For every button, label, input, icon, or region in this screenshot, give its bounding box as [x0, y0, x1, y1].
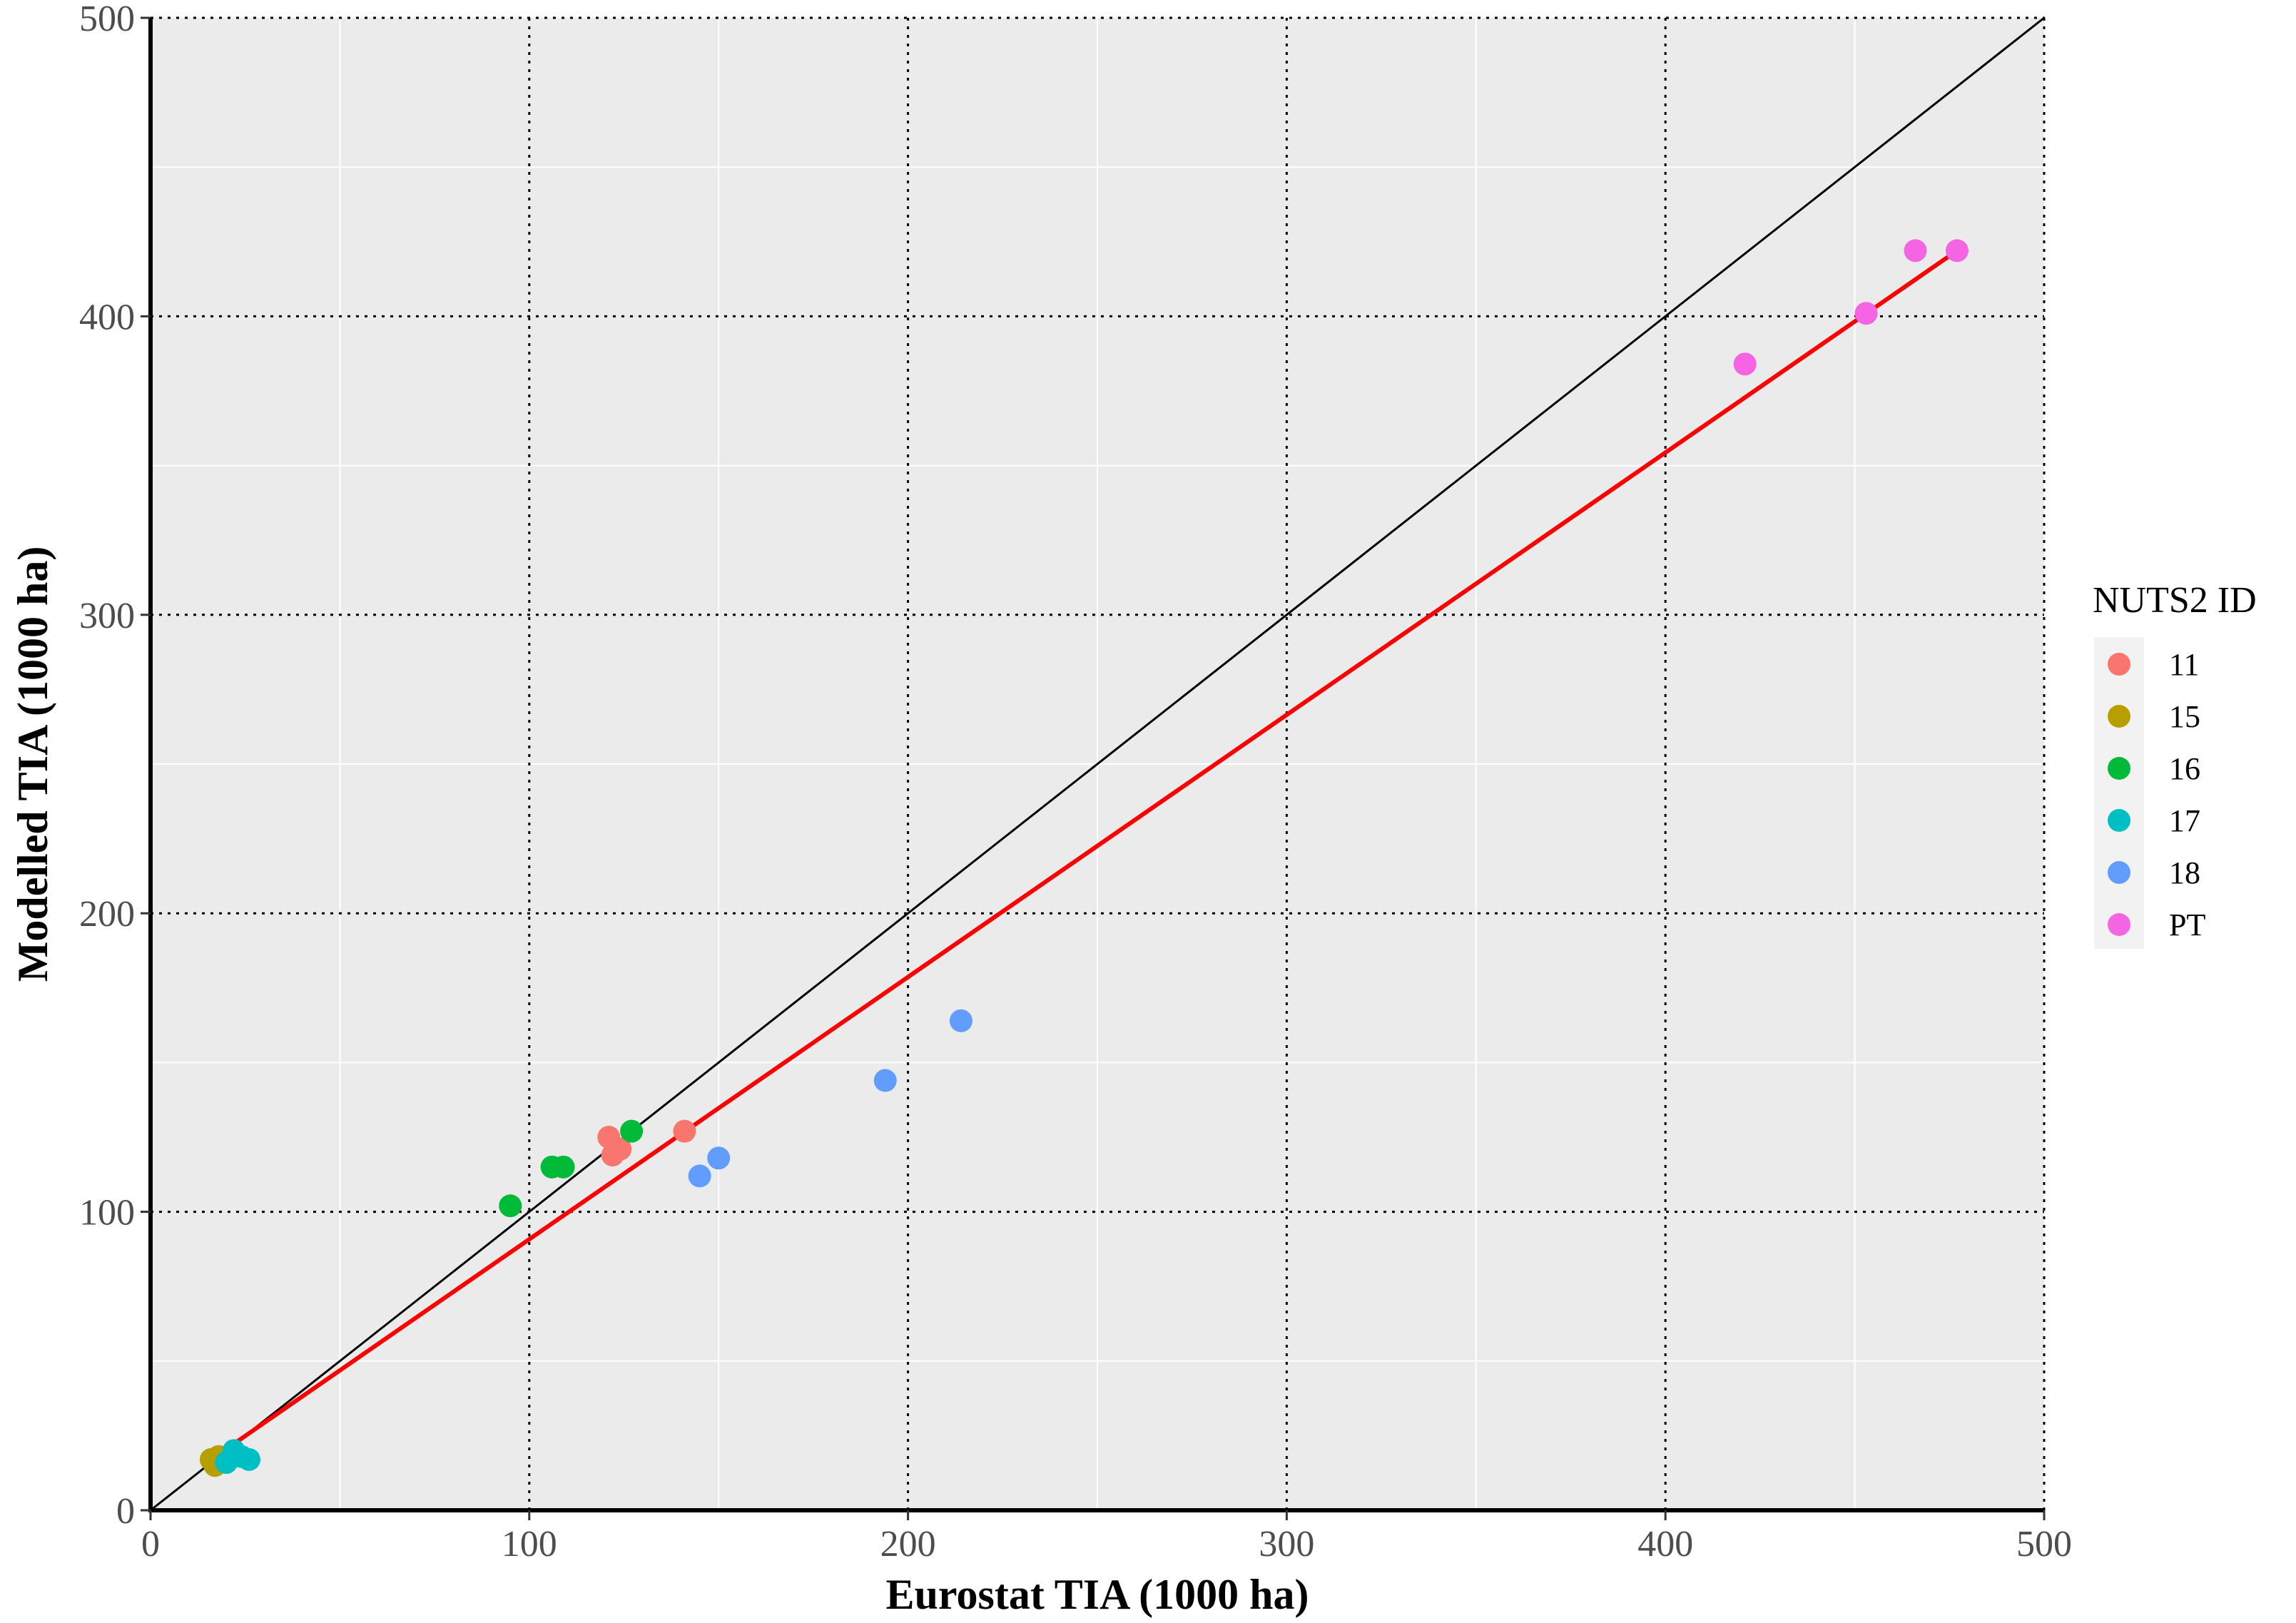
- legend-key-16: [2108, 757, 2130, 780]
- x-tick-label: 400: [1637, 1524, 1693, 1565]
- data-point-16: [499, 1194, 522, 1218]
- data-point-18: [707, 1146, 731, 1170]
- legend-label-18: 18: [2169, 855, 2200, 890]
- y-axis-title: Modelled TIA (1000 ha): [9, 546, 56, 982]
- y-tick-label: 0: [116, 1491, 135, 1532]
- data-point-pt: [1854, 302, 1878, 325]
- data-point-pt: [1904, 239, 1927, 263]
- data-point-16: [620, 1119, 644, 1143]
- legend-key-17: [2108, 809, 2130, 832]
- x-tick-label: 300: [1259, 1524, 1314, 1565]
- x-axis-title: Eurostat TIA (1000 ha): [886, 1571, 1309, 1618]
- x-tick-label: 500: [2016, 1524, 2072, 1565]
- legend-key-18: [2108, 861, 2130, 884]
- legend-label-15: 15: [2169, 699, 2200, 734]
- x-tick-label: 200: [880, 1524, 936, 1565]
- legend-key-pt: [2108, 913, 2130, 936]
- regression-line: [208, 248, 1959, 1462]
- reference-lines: [149, 16, 2046, 1512]
- major-gridlines: [151, 16, 2046, 1510]
- axes: [148, 18, 2044, 1512]
- legend-label-11: 11: [2169, 647, 2199, 682]
- legend-key-15: [2108, 705, 2130, 728]
- legend-title: NUTS2 ID: [2093, 580, 2257, 621]
- x-axis-ticks: 0 100 200 300 400 500: [141, 1510, 2072, 1565]
- y-tick-label: 300: [79, 596, 135, 636]
- data-point-17: [238, 1448, 261, 1471]
- identity-line: [149, 16, 2046, 1512]
- data-points: [199, 239, 1969, 1477]
- y-tick-label: 100: [79, 1193, 135, 1233]
- y-tick-label: 400: [79, 297, 135, 337]
- data-point-pt: [1733, 352, 1757, 376]
- legend-label-17: 17: [2169, 803, 2200, 838]
- y-tick-label: 500: [79, 0, 135, 39]
- data-point-18: [873, 1069, 897, 1092]
- y-axis-ticks: 0 100 200 300 400 500: [79, 0, 151, 1532]
- legend-key-background: [2094, 637, 2144, 949]
- data-point-18: [949, 1009, 972, 1032]
- data-point-11: [673, 1119, 696, 1143]
- legend-label-16: 16: [2169, 751, 2200, 786]
- data-point-18: [688, 1164, 711, 1188]
- data-point-pt: [1945, 239, 1969, 263]
- legend: NUTS2 ID 11 15 16 17 18 PT: [2093, 580, 2257, 949]
- legend-key-11: [2108, 653, 2130, 676]
- y-tick-label: 200: [79, 894, 135, 935]
- data-point-11: [609, 1137, 632, 1161]
- x-tick-label: 0: [141, 1524, 160, 1565]
- data-point-16: [552, 1155, 575, 1179]
- legend-label-pt: PT: [2169, 907, 2205, 942]
- x-tick-label: 100: [502, 1524, 557, 1565]
